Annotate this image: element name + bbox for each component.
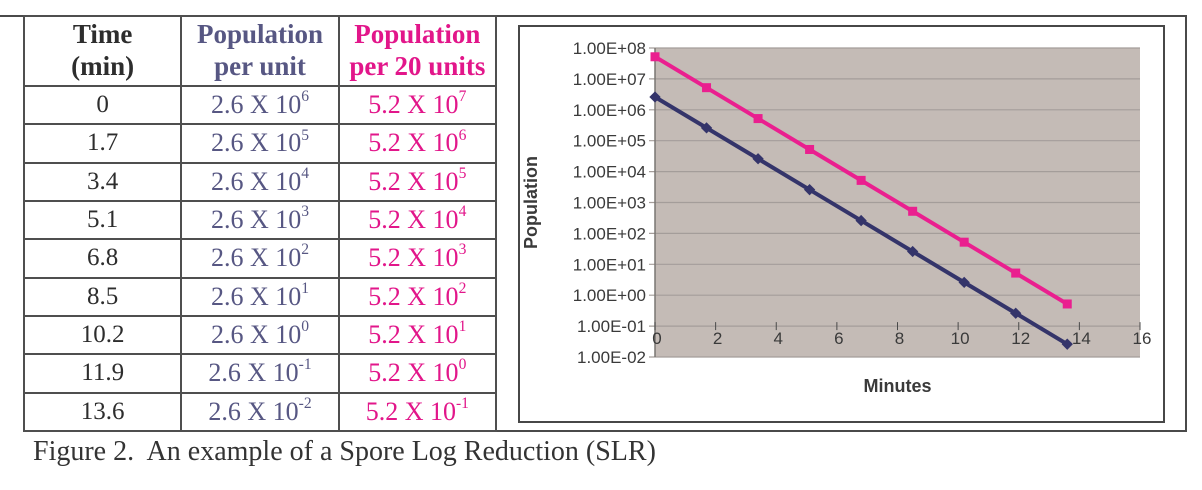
x-tick-label: 14 bbox=[1072, 329, 1091, 348]
cell-time: 6.8 bbox=[22, 238, 183, 279]
cell-population-per-20-units: 5.2 X 103 bbox=[337, 238, 498, 279]
cell-time: 8.5 bbox=[22, 276, 183, 317]
series-population-per-unit bbox=[649, 91, 1073, 350]
x-tick-label: 16 bbox=[1133, 329, 1152, 348]
table-header-population-per-unit: Population per unit bbox=[180, 15, 340, 87]
data-point-marker bbox=[803, 184, 816, 196]
cell-time: 13.6 bbox=[22, 391, 183, 433]
chart-frame: 0 2 4 6 8 10 12 14 16 1.00E+08 1.00E+07 1.00E+06 1.0… bbox=[518, 25, 1165, 423]
slr-chart: 0 2 4 6 8 10 12 14 16 1.00E+08 1.00E+07 1.00E+06 1.0… bbox=[521, 39, 1152, 396]
data-point-marker bbox=[650, 52, 660, 62]
cell-population-per-unit: 2.6 X 104 bbox=[180, 161, 340, 202]
cell-time: 1.7 bbox=[22, 123, 183, 164]
table-body: 0 2.6 X 106 5.2 X 107 1.7 2.6 X 105 5.2 X 106… bbox=[22, 84, 498, 433]
data-point-marker bbox=[1062, 299, 1072, 309]
cell-population-per-unit: 2.6 X 100 bbox=[180, 314, 340, 356]
table-row: 10.2 2.6 X 100 5.2 X 101 bbox=[22, 314, 498, 356]
table-header-population-per-20-units: Population per 20 units bbox=[337, 15, 498, 87]
x-axis-title: Minutes bbox=[863, 376, 931, 396]
cell-population-per-20-units: 5.2 X 100 bbox=[337, 353, 498, 394]
cell-population-per-unit: 2.6 X 10-2 bbox=[180, 391, 340, 433]
series-population-per-20-units bbox=[650, 52, 1072, 309]
x-tick-label: 4 bbox=[774, 329, 783, 348]
data-point-marker bbox=[906, 245, 919, 258]
y-axis-title: Population bbox=[521, 156, 541, 249]
cell-time: 10.2 bbox=[22, 314, 183, 356]
data-point-marker bbox=[752, 153, 764, 165]
data-point-marker bbox=[959, 237, 969, 247]
table-row: Time (min) Population per unit Populatio… bbox=[22, 15, 498, 87]
y-tick-label: 1.00E+05 bbox=[573, 132, 646, 151]
cell-population-per-20-units: 5.2 X 104 bbox=[337, 199, 498, 241]
x-tick-label: 2 bbox=[713, 329, 722, 348]
data-point-marker bbox=[958, 276, 970, 289]
figure-bottom-border bbox=[23, 430, 1187, 432]
y-tick-label: 1.00E+00 bbox=[573, 286, 646, 305]
header-line: Population bbox=[354, 19, 481, 50]
y-tick-label: 1.00E+03 bbox=[573, 194, 646, 213]
figure-top-border bbox=[0, 15, 1187, 17]
figure-right-border bbox=[1185, 15, 1187, 432]
cell-population-per-20-units: 5.2 X 10-1 bbox=[337, 391, 498, 433]
table-row: 1.7 2.6 X 105 5.2 X 106 bbox=[22, 123, 498, 164]
cell-population-per-20-units: 5.2 X 105 bbox=[337, 161, 498, 202]
data-point-marker bbox=[1010, 307, 1022, 319]
cell-population-per-20-units: 5.2 X 101 bbox=[337, 314, 498, 356]
cell-population-per-unit: 2.6 X 105 bbox=[180, 123, 340, 164]
table-row: 0 2.6 X 106 5.2 X 107 bbox=[22, 84, 498, 126]
cell-population-per-unit: 2.6 X 102 bbox=[180, 238, 340, 279]
header-line: per 20 units bbox=[349, 51, 486, 81]
x-tick-label: 6 bbox=[834, 329, 843, 348]
table-row: 11.9 2.6 X 10-1 5.2 X 100 bbox=[22, 353, 498, 394]
y-tick-label: 1.00E+04 bbox=[573, 163, 646, 182]
cell-population-per-unit: 2.6 X 106 bbox=[180, 84, 340, 126]
y-tick-label: 1.00E+07 bbox=[573, 70, 646, 89]
data-point-marker bbox=[855, 214, 867, 227]
data-point-marker bbox=[805, 144, 815, 154]
cell-time: 3.4 bbox=[22, 161, 183, 202]
x-tick-label: 8 bbox=[895, 329, 904, 348]
y-tick-label: 1.00E+01 bbox=[573, 255, 646, 274]
y-tick-label: 1.00E+02 bbox=[573, 224, 646, 243]
table-row: 8.5 2.6 X 101 5.2 X 102 bbox=[22, 276, 498, 317]
x-tick-label: 12 bbox=[1011, 329, 1030, 348]
data-point-marker bbox=[856, 175, 866, 185]
header-line: Time bbox=[72, 19, 133, 50]
data-point-marker bbox=[753, 114, 763, 124]
data-point-marker bbox=[1061, 338, 1073, 350]
table-row: 3.4 2.6 X 104 5.2 X 105 bbox=[22, 161, 498, 202]
cell-population-per-unit: 2.6 X 101 bbox=[180, 276, 340, 317]
cell-population-per-unit: 2.6 X 10-1 bbox=[180, 353, 340, 394]
x-tick-label: 0 bbox=[652, 329, 661, 348]
y-tick-label: 1.00E+08 bbox=[573, 39, 646, 58]
figure-caption: Figure 2. An example of a Spore Log Redu… bbox=[33, 436, 656, 467]
table-row: 6.8 2.6 X 102 5.2 X 103 bbox=[22, 238, 498, 279]
header-line: (min) bbox=[71, 51, 135, 81]
table-header-time: Time (min) bbox=[22, 15, 183, 87]
data-point-marker bbox=[702, 83, 712, 93]
cell-population-per-20-units: 5.2 X 107 bbox=[337, 84, 498, 126]
cell-population-per-20-units: 5.2 X 106 bbox=[337, 123, 498, 164]
cell-time: 11.9 bbox=[22, 353, 183, 394]
header-line: Population bbox=[196, 19, 324, 50]
table-row: 5.1 2.6 X 103 5.2 X 104 bbox=[22, 199, 498, 241]
cell-population-per-20-units: 5.2 X 102 bbox=[337, 276, 498, 317]
data-point-marker bbox=[908, 206, 918, 216]
y-tick-label: 1.00E+06 bbox=[573, 101, 646, 120]
x-tick-label: 10 bbox=[951, 329, 970, 348]
data-point-marker bbox=[1011, 268, 1021, 278]
cell-population-per-unit: 2.6 X 103 bbox=[180, 199, 340, 241]
table-header-row: Time (min) Population per unit Populatio… bbox=[22, 15, 498, 87]
cell-time: 5.1 bbox=[22, 199, 183, 241]
y-tick-label: 1.00E-02 bbox=[577, 348, 646, 367]
table-row: 13.6 2.6 X 10-2 5.2 X 10-1 bbox=[22, 391, 498, 433]
spore-population-table: Time (min) Population per unit Populatio… bbox=[22, 15, 498, 433]
header-line: per unit bbox=[214, 51, 306, 81]
y-tick-label: 1.00E-01 bbox=[577, 317, 646, 336]
cell-time: 0 bbox=[22, 84, 183, 126]
